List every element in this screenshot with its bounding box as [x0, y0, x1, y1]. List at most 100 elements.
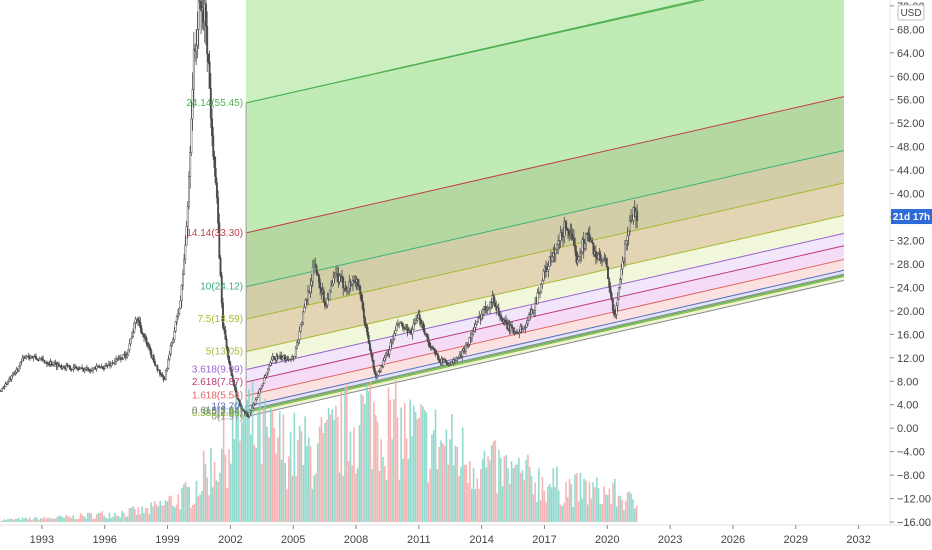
- candle-body: [296, 341, 299, 349]
- candle-body: [577, 256, 580, 261]
- candle-body: [603, 259, 606, 261]
- volume-bar: [503, 456, 506, 523]
- time-tick-label: 2029: [784, 534, 808, 546]
- volume-bar: [266, 426, 268, 523]
- candle-body: [71, 368, 74, 371]
- volume-bar: [264, 398, 267, 523]
- volume-bar: [539, 500, 542, 523]
- candle-body: [102, 368, 105, 370]
- candle-body: [110, 362, 113, 366]
- volume-bar: [496, 493, 498, 523]
- price-tick-label: −4.00: [897, 447, 925, 459]
- candle-body: [3, 386, 6, 388]
- candle-body: [253, 403, 256, 406]
- volume-bar: [288, 456, 290, 523]
- candle-body: [304, 300, 307, 308]
- candle-body: [379, 365, 382, 372]
- volume-bar: [81, 515, 84, 523]
- volume-bar: [610, 504, 613, 523]
- candle-body: [87, 367, 90, 370]
- candle-body: [472, 330, 475, 335]
- price-tick-label: 56.00: [897, 95, 925, 107]
- volume-bar: [563, 502, 565, 523]
- time-axis[interactable]: [0, 525, 932, 550]
- candle-body: [424, 333, 427, 335]
- candle-body: [223, 327, 226, 331]
- volume-bar: [494, 440, 497, 523]
- volume-bar: [516, 464, 518, 523]
- volume-bar: [184, 481, 187, 523]
- candle-body: [21, 357, 24, 362]
- candle-body: [587, 233, 590, 236]
- volume-bar: [476, 478, 479, 523]
- candle-body: [566, 229, 569, 231]
- candle-body: [477, 317, 479, 322]
- volume-bar: [50, 518, 53, 523]
- volume-bar: [336, 416, 339, 523]
- candle-body: [58, 364, 60, 367]
- candle-body: [409, 330, 411, 333]
- candle-body: [294, 348, 297, 357]
- candle-body: [356, 279, 359, 287]
- countdown-label: 21d 17h: [893, 212, 930, 223]
- volume-bar: [76, 519, 78, 523]
- candle-body: [565, 227, 568, 230]
- volume-bar: [179, 509, 181, 523]
- currency-badge[interactable]: USD: [897, 4, 925, 21]
- fib-label-24.14: 24.14(55.45): [186, 98, 243, 109]
- candle-body: [390, 341, 393, 344]
- volume-bar: [65, 515, 67, 523]
- candle-body: [389, 342, 392, 351]
- candle-body: [127, 349, 130, 356]
- volume-bar: [311, 488, 314, 523]
- candle-body: [488, 307, 490, 309]
- volume-bar: [16, 518, 18, 523]
- candle-body: [144, 336, 147, 339]
- candle-body: [20, 361, 23, 363]
- volume-bar: [202, 450, 205, 523]
- candle-body: [400, 321, 403, 324]
- candle-body: [251, 406, 254, 412]
- fib-channel[interactable]: [245, 0, 886, 418]
- candle-body: [264, 375, 267, 378]
- volume-bar: [282, 414, 285, 523]
- volume-bar: [188, 487, 190, 523]
- volume-bar: [543, 490, 546, 523]
- candle-body: [25, 355, 28, 359]
- candle-body: [146, 342, 149, 346]
- candle-body: [437, 354, 439, 360]
- candle-body: [485, 308, 488, 311]
- volume-bar: [605, 494, 607, 523]
- candle-body: [231, 375, 234, 381]
- volume-bar: [273, 427, 276, 523]
- volume-bar: [1, 520, 4, 523]
- candle-body: [95, 365, 98, 369]
- volume-bar: [259, 389, 261, 523]
- candle-body: [5, 383, 8, 385]
- volume-bar: [277, 437, 279, 523]
- volume-bar: [316, 443, 319, 523]
- volume-bar: [402, 458, 404, 523]
- candle-body: [2, 387, 5, 389]
- price-tick-label: 16.00: [897, 329, 925, 341]
- fib-label-10: 10(24.12): [200, 282, 243, 293]
- volume-bar: [228, 449, 230, 523]
- fib-line-1: [245, 269, 845, 407]
- price-axis[interactable]: [890, 0, 932, 550]
- candle-body: [498, 314, 501, 316]
- volume-bar: [105, 517, 107, 523]
- volume-bar: [463, 464, 466, 523]
- volume-bar: [353, 427, 355, 523]
- candle-body: [370, 350, 373, 355]
- candle-body: [428, 341, 431, 348]
- volume-bar: [583, 478, 585, 523]
- volume-bar: [220, 448, 223, 523]
- volume-bar: [561, 505, 564, 523]
- candle-body: [303, 307, 306, 313]
- fib-line-14.14: [245, 96, 845, 234]
- volume-bar: [253, 445, 256, 523]
- candle-body: [169, 345, 172, 355]
- candle-body: [297, 339, 300, 343]
- candle-body: [41, 357, 43, 360]
